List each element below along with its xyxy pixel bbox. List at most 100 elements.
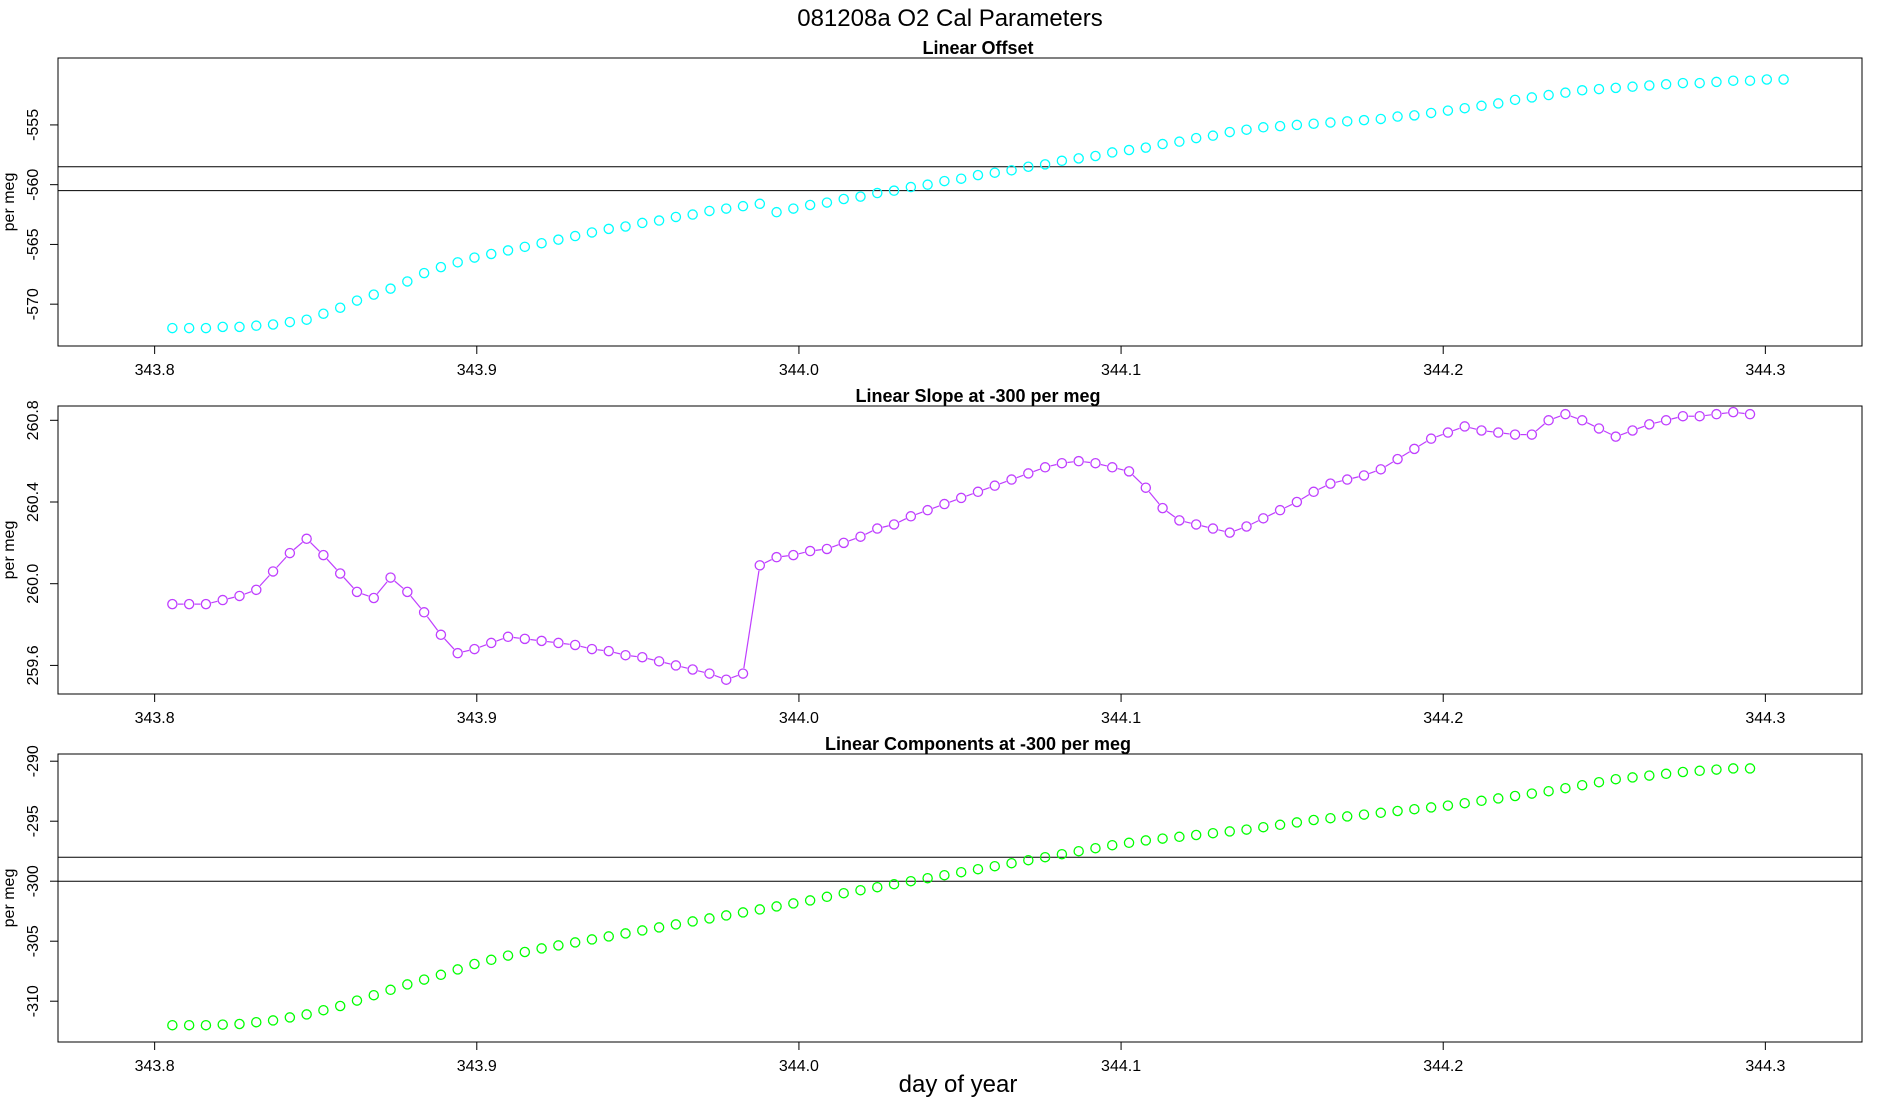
x-tick-label: 344.1: [1101, 1058, 1141, 1075]
data-point: [905, 875, 917, 887]
data-point: [1493, 427, 1504, 438]
data-point: [167, 598, 178, 610]
data-point: [670, 919, 682, 930]
data-point: [1006, 165, 1017, 176]
data-point: [234, 1018, 245, 1030]
x-tick-label: 343.8: [135, 362, 175, 379]
data-point: [788, 898, 799, 909]
series-segment: [1016, 474, 1024, 479]
data-point: [284, 316, 296, 328]
data-point: [1509, 429, 1521, 440]
data-point: [1644, 80, 1655, 91]
data-point: [1006, 857, 1017, 869]
series-segment: [1050, 463, 1057, 467]
data-point: [1392, 805, 1403, 817]
data-point: [637, 217, 648, 229]
series-segment: [815, 549, 822, 551]
series-segment: [613, 651, 621, 655]
data-point: [637, 925, 648, 936]
data-point: [1023, 161, 1034, 172]
series-segment: [915, 511, 923, 515]
data-point: [183, 322, 195, 334]
data-point: [704, 205, 715, 217]
data-point: [1593, 423, 1605, 434]
data-point: [821, 543, 833, 555]
data-point: [1157, 833, 1168, 844]
data-point: [267, 1015, 279, 1026]
series-segment: [697, 670, 705, 673]
data-point: [1358, 470, 1370, 481]
data-point: [251, 584, 262, 596]
data-point: [1358, 114, 1370, 126]
series-segment: [1033, 468, 1041, 473]
series-segment: [1148, 491, 1160, 505]
data-point: [1291, 496, 1303, 508]
series-segment: [1486, 430, 1493, 433]
data-point: [1627, 772, 1638, 783]
data-point: [183, 1019, 195, 1031]
data-point: [1543, 415, 1554, 426]
data-point: [1576, 85, 1588, 96]
data-point: [1677, 410, 1689, 422]
data-point: [1174, 831, 1185, 843]
data-point: [1241, 521, 1252, 532]
data-point: [1123, 144, 1135, 156]
data-point: [1023, 854, 1034, 866]
data-point: [1207, 130, 1219, 141]
data-point: [1157, 138, 1168, 150]
data-point: [502, 950, 514, 961]
data-point: [1677, 77, 1689, 89]
data-point: [1442, 427, 1454, 438]
x-tick-label: 344.3: [1745, 710, 1785, 727]
data-point: [536, 237, 547, 249]
data-point: [1190, 519, 1202, 530]
series-segment: [394, 580, 404, 589]
data-point: [452, 964, 463, 975]
series-segment: [1132, 474, 1143, 485]
data-point: [267, 566, 279, 577]
data-point: [586, 934, 598, 945]
series-segment: [1067, 461, 1074, 464]
series-segment: [731, 674, 739, 679]
data-point: [888, 878, 900, 890]
data-point: [955, 492, 967, 504]
series-segment: [1251, 520, 1259, 525]
data-point: [1190, 829, 1202, 841]
data-point: [804, 895, 816, 906]
data-point: [1392, 111, 1403, 122]
data-point: [955, 173, 967, 184]
data-point: [519, 633, 531, 645]
y-tick-label: -565: [25, 228, 42, 260]
plot-frame: [57, 405, 1863, 695]
x-tick-label: 343.9: [457, 1058, 497, 1075]
series-segment: [1469, 427, 1477, 430]
data-point: [519, 946, 531, 958]
data-point: [1090, 457, 1101, 469]
data-point: [603, 223, 614, 235]
data-point: [1073, 455, 1084, 467]
series-segment: [664, 662, 671, 665]
data-point: [939, 175, 950, 187]
data-point: [1425, 107, 1437, 119]
data-point: [1325, 478, 1336, 489]
data-point: [284, 547, 296, 559]
series-segment: [580, 645, 587, 649]
data-point: [1073, 845, 1084, 857]
series-segment: [376, 581, 388, 595]
series-segment: [1267, 512, 1276, 517]
data-point: [1090, 842, 1101, 854]
x-tick-label: 344.2: [1423, 710, 1463, 727]
series-segment: [1352, 476, 1359, 479]
data-point: [334, 568, 346, 579]
data-point: [1375, 807, 1387, 819]
data-point: [1694, 410, 1705, 422]
data-point: [1459, 102, 1470, 114]
y-tick-label: 260.8: [25, 400, 42, 440]
x-tick-label: 344.0: [779, 1058, 819, 1075]
series-segment: [1603, 430, 1612, 435]
y-tick-label: 260.4: [25, 482, 42, 522]
data-point: [1006, 474, 1017, 485]
data-point: [1207, 523, 1219, 534]
data-point: [1409, 443, 1420, 455]
